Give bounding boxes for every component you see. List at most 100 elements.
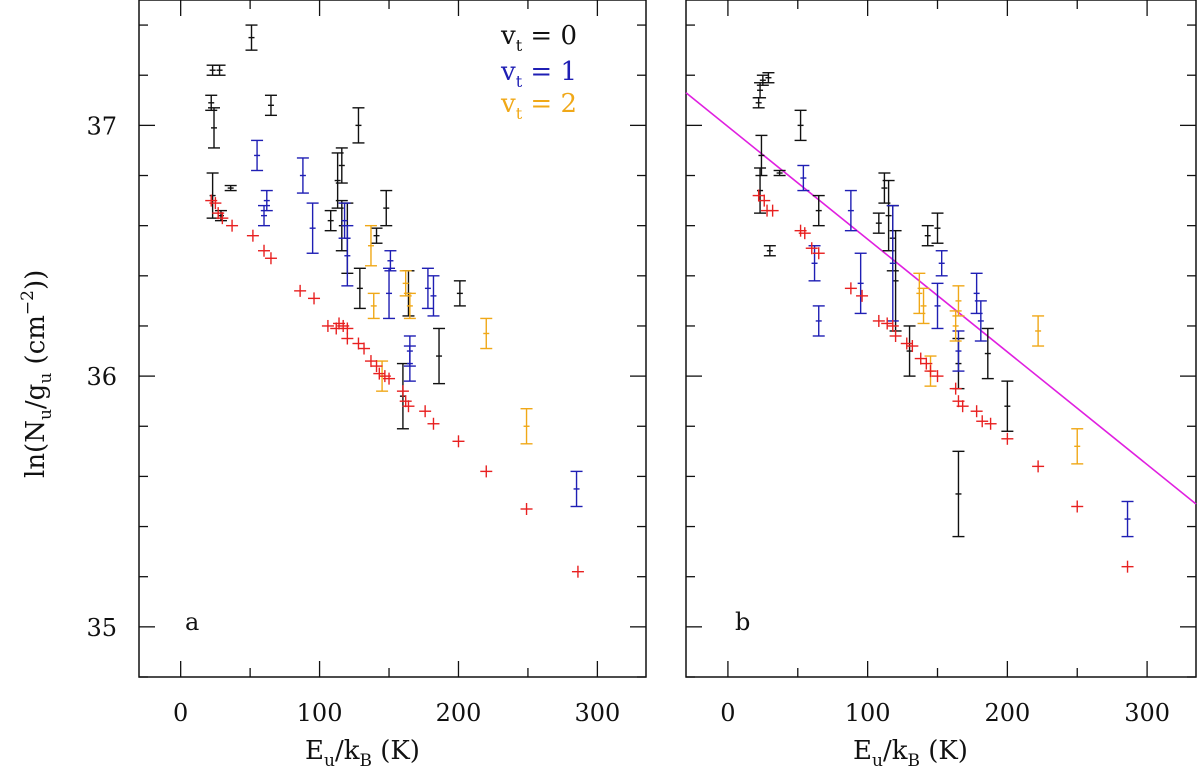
panel-b: 0 100 200 300 b Eu/kB (K) <box>685 0 1197 771</box>
data-point-vt0 <box>903 325 916 377</box>
data-point-vt0 <box>1001 380 1014 432</box>
model-point <box>1071 500 1084 513</box>
model-point <box>970 405 983 418</box>
model-point <box>914 352 927 365</box>
data-point-vt0 <box>755 134 768 177</box>
data-point-vt0 <box>352 107 365 144</box>
data-point-vt1 <box>570 470 583 508</box>
model-point <box>264 252 277 265</box>
model-point <box>906 340 919 353</box>
model-point <box>246 229 259 242</box>
data-point-vt0 <box>794 109 807 142</box>
y-tick-label: 35 <box>86 614 117 642</box>
data-point-vt0 <box>208 107 221 149</box>
model-point <box>402 400 415 413</box>
model-point <box>886 319 899 332</box>
data-point-vt0 <box>773 169 786 177</box>
data-point-vt0 <box>872 212 885 234</box>
data-point-vt2 <box>364 224 377 267</box>
model-point <box>856 289 869 302</box>
data-point-vt1 <box>812 305 825 337</box>
plot-frame-a <box>138 0 647 678</box>
model-point <box>758 194 771 207</box>
model-point <box>571 565 584 578</box>
data-point-vt1 <box>403 335 416 367</box>
legend-entry-vt1: vt = 1 <box>500 57 577 91</box>
model-point <box>881 317 894 330</box>
model-point <box>976 415 989 428</box>
x-tick-label: 300 <box>574 699 620 727</box>
model-point <box>956 400 969 413</box>
data-point-vt0 <box>214 209 227 222</box>
x-tick-label: 100 <box>845 699 891 727</box>
model-point <box>352 337 365 350</box>
data-point-vt2 <box>520 408 533 445</box>
y-tick-label: 37 <box>86 112 117 140</box>
data-point-vt1 <box>427 275 440 317</box>
data-point-vt0 <box>370 227 383 244</box>
model-point <box>931 370 944 383</box>
model-point <box>226 219 239 232</box>
data-point-vt0 <box>213 64 226 76</box>
data-point-vt2 <box>480 317 493 350</box>
data-point-vt1 <box>384 250 397 272</box>
data-point-vt1 <box>258 204 271 227</box>
data-point-vt1 <box>935 250 948 277</box>
x-tick-label: 0 <box>720 699 735 727</box>
data-point-vt1 <box>421 267 434 310</box>
model-point <box>1032 460 1045 473</box>
model-point <box>812 247 825 260</box>
tick-labels-b: 0 100 200 300 <box>720 699 1170 727</box>
data-point-vt0 <box>931 212 944 244</box>
model-point <box>216 212 229 225</box>
model-point <box>308 292 321 305</box>
panel-label-b: b <box>735 608 750 636</box>
x-axis-title-a: Eu/kB (K) <box>305 736 420 771</box>
fit-line-group <box>685 92 1197 505</box>
model-point <box>752 189 765 202</box>
model-point <box>480 465 493 478</box>
x-tick-label: 200 <box>436 699 482 727</box>
data-point-vt0 <box>763 245 776 257</box>
model-point <box>1001 432 1014 445</box>
data-point-vt2 <box>1071 428 1084 465</box>
model-point <box>889 329 902 342</box>
data-point-vt0 <box>812 194 825 227</box>
data-point-vt1 <box>338 202 351 239</box>
data-point-vt1 <box>974 300 987 342</box>
data-point-vt2 <box>917 287 930 325</box>
model-point <box>798 227 811 240</box>
model-point <box>383 372 396 385</box>
x-tick-label: 100 <box>297 699 343 727</box>
model-point <box>805 242 818 255</box>
tick-labels-a: 0 100 200 300 35 36 37 <box>86 112 620 727</box>
data-point-vt1 <box>260 189 273 212</box>
panel-label-a: a <box>185 608 199 636</box>
data-point-vt1 <box>341 224 354 287</box>
data-point-vt2 <box>403 292 416 320</box>
model-point <box>1121 560 1134 573</box>
model-point <box>370 360 383 373</box>
data-point-vt1 <box>296 157 309 194</box>
model-point <box>984 417 997 430</box>
model-point <box>427 417 440 430</box>
marks-b <box>752 72 1134 573</box>
model-point <box>872 314 885 327</box>
model-point <box>373 367 386 380</box>
model-point <box>358 342 371 355</box>
data-point-vt0 <box>752 97 765 109</box>
model-point <box>900 337 913 350</box>
model-point <box>924 365 937 378</box>
data-point-vt0 <box>453 280 466 307</box>
fit-line <box>685 92 1197 505</box>
y-axis-title: ln(Nu/gu (cm−2)) <box>18 270 56 478</box>
ticks-a <box>139 0 646 678</box>
data-point-vt2 <box>367 292 380 320</box>
y-tick-label: 36 <box>86 363 117 391</box>
model-point <box>258 244 271 257</box>
data-point-vt1 <box>383 267 396 320</box>
model-point <box>949 382 962 395</box>
x-tick-label: 300 <box>1124 699 1170 727</box>
data-point-vt0 <box>335 147 348 184</box>
